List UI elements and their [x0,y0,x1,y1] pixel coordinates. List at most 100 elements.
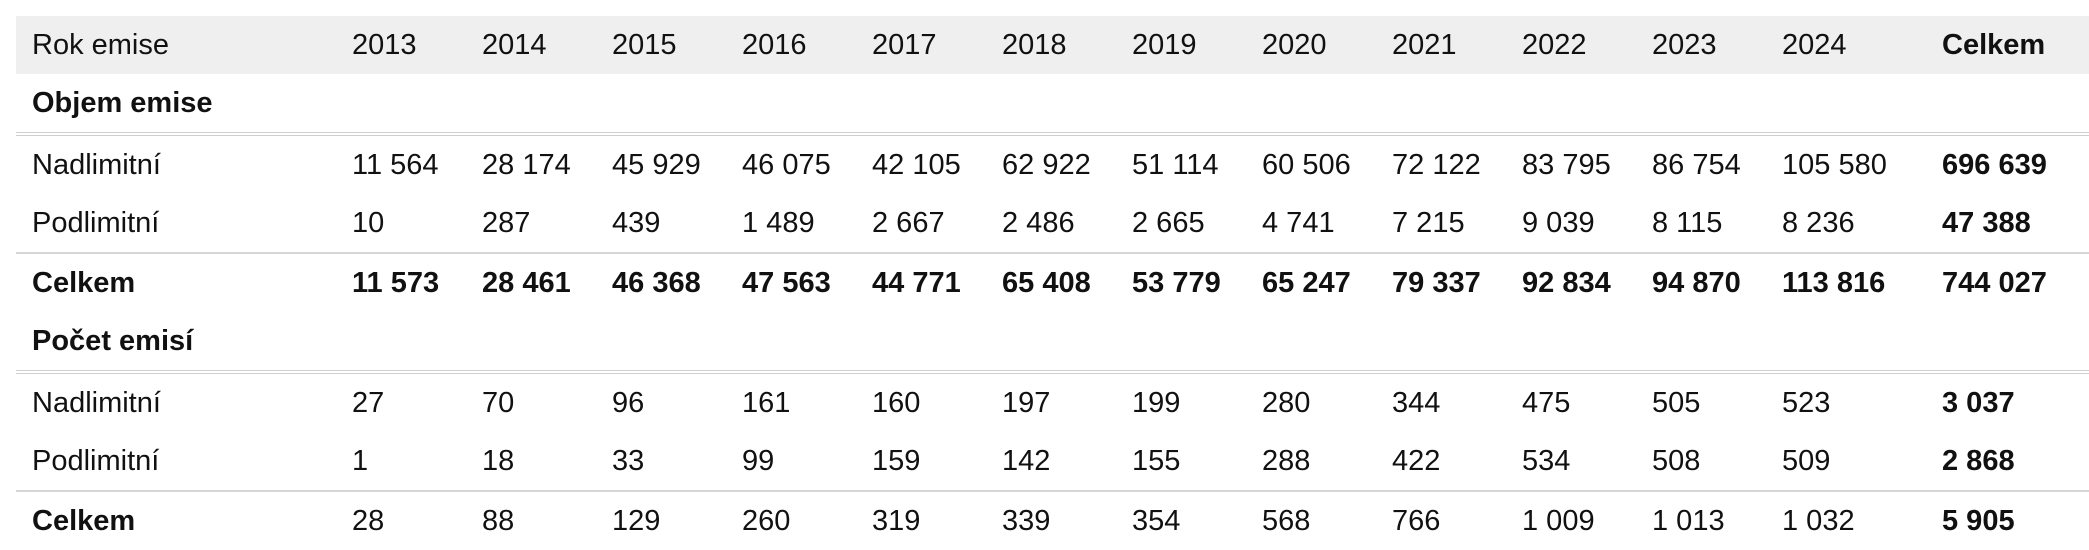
row-label: Podlimitní [32,444,160,477]
cell: 159 [872,444,921,477]
sum-cell: 129 [612,490,742,550]
sum-cell: 79 337 [1392,252,1522,312]
header-year: 2018 [1002,16,1132,74]
sum-cell: 766 [1392,490,1522,550]
cell: 509 [1782,444,1831,477]
sum-cell: 1 032 [1782,490,1942,550]
cell: 505 [1652,370,1782,432]
cell: 45 929 [612,132,742,194]
row-total: 2 868 [1942,444,2015,477]
cell: 344 [1392,370,1522,432]
row-total: 47 388 [1942,206,2031,239]
cell: 8 236 [1782,206,1855,239]
cell: 105 580 [1782,132,1942,194]
header-year: 2014 [482,16,612,74]
header-total: Celkem [1942,16,2089,74]
cell: 11 564 [352,132,482,194]
sum-cell: 46 368 [612,252,742,312]
sum-cell: 53 779 [1132,252,1262,312]
header-year: 2013 [352,16,482,74]
sum-cell: 11 573 [352,252,482,312]
cell: 42 105 [872,132,1002,194]
cell: 2 665 [1132,206,1205,239]
cell: 7 215 [1392,206,1465,239]
sum-cell: 260 [742,490,872,550]
row-label: Nadlimitní [16,370,352,432]
cell: 534 [1522,444,1571,477]
cell: 197 [1002,370,1132,432]
cell: 508 [1652,444,1701,477]
cell: 99 [742,444,775,477]
section-title-row: Počet emisí [16,312,2089,372]
sum-cell: 319 [872,490,1002,550]
section-title: Počet emisí [32,324,194,357]
cell: 18 [482,444,515,477]
row-label: Nadlimitní [16,132,352,194]
sum-total: 744 027 [1942,252,2089,312]
sum-cell: 28 461 [482,252,612,312]
sum-row: Celkem 11 573 28 461 46 368 47 563 44 77… [16,252,2089,312]
header-year: 2024 [1782,16,1942,74]
sum-label: Celkem [16,252,352,312]
sum-total: 5 905 [1942,490,2089,550]
emission-table-container: Rok emise 2013 2014 2015 2016 2017 2018 … [16,16,2089,550]
sum-cell: 47 563 [742,252,872,312]
cell: 2 667 [872,206,945,239]
sum-cell: 354 [1132,490,1262,550]
cell: 70 [482,370,612,432]
cell: 475 [1522,370,1652,432]
cell: 155 [1132,444,1181,477]
cell: 1 489 [742,206,815,239]
row-total: 696 639 [1942,132,2089,194]
table-row: Podlimitní 10 287 439 1 489 2 667 2 486 … [16,194,2089,253]
cell: 280 [1262,370,1392,432]
cell: 288 [1262,444,1311,477]
cell: 161 [742,370,872,432]
cell: 2 486 [1002,206,1075,239]
cell: 8 115 [1652,206,1723,239]
sum-cell: 28 [352,490,482,550]
sum-cell: 113 816 [1782,252,1942,312]
cell: 439 [612,206,661,239]
sum-label: Celkem [16,490,352,550]
cell: 10 [352,206,385,239]
emission-table: Rok emise 2013 2014 2015 2016 2017 2018 … [16,16,2089,550]
cell: 523 [1782,370,1942,432]
header-year: 2021 [1392,16,1522,74]
sum-cell: 65 408 [1002,252,1132,312]
header-label: Rok emise [16,16,352,74]
table-header-row: Rok emise 2013 2014 2015 2016 2017 2018 … [16,16,2089,74]
sum-cell: 1 009 [1522,490,1652,550]
cell: 86 754 [1652,132,1782,194]
cell: 83 795 [1522,132,1652,194]
cell: 9 039 [1522,206,1595,239]
table-row: Nadlimitní 11 564 28 174 45 929 46 075 4… [16,132,2089,194]
cell: 160 [872,370,1002,432]
header-year: 2016 [742,16,872,74]
cell: 51 114 [1132,132,1262,194]
table-row: Nadlimitní 27 70 96 161 160 197 199 280 … [16,370,2089,432]
header-year: 2017 [872,16,1002,74]
sum-cell: 92 834 [1522,252,1652,312]
sum-row: Celkem 28 88 129 260 319 339 354 568 766… [16,490,2089,550]
sum-cell: 88 [482,490,612,550]
cell: 1 [352,444,369,477]
cell: 60 506 [1262,132,1392,194]
cell: 28 174 [482,132,612,194]
cell: 72 122 [1392,132,1522,194]
sum-cell: 44 771 [872,252,1002,312]
cell: 33 [612,444,645,477]
sum-cell: 65 247 [1262,252,1392,312]
header-year: 2020 [1262,16,1392,74]
cell: 96 [612,370,742,432]
cell: 287 [482,206,531,239]
header-year: 2015 [612,16,742,74]
sum-cell: 1 013 [1652,490,1782,550]
sum-cell: 568 [1262,490,1392,550]
cell: 422 [1392,444,1441,477]
sum-cell: 94 870 [1652,252,1782,312]
cell: 62 922 [1002,132,1132,194]
cell: 27 [352,370,482,432]
section-title-row: Objem emise [16,74,2089,134]
cell: 4 741 [1262,206,1335,239]
